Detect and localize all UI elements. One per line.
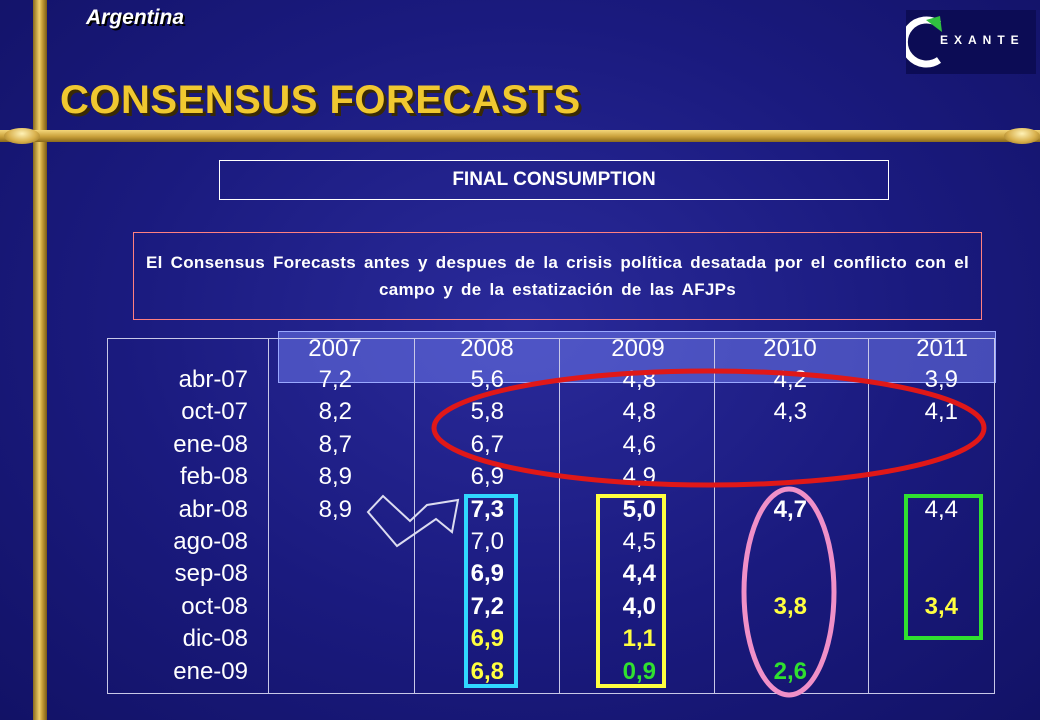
- table-cell: 4,3: [773, 398, 807, 426]
- row-label: feb-08: [179, 463, 248, 491]
- table-cell: 6,7: [470, 430, 504, 458]
- year-header: 2011: [916, 335, 968, 362]
- table-cell: 2,6: [773, 657, 807, 685]
- row-label: ene-09: [173, 657, 248, 685]
- table-cell: 5,0: [622, 495, 656, 523]
- table-cell: 6,9: [470, 463, 504, 491]
- table-cell: [292, 656, 352, 688]
- table-cell: 4,8: [622, 398, 656, 426]
- table-cell: 4,7: [773, 495, 807, 523]
- table-cell: 3,8: [773, 592, 807, 620]
- table-cell: [898, 429, 958, 461]
- year-header: 2010: [763, 335, 817, 362]
- table-cell: 4,9: [622, 463, 656, 491]
- table-cell: [898, 656, 958, 688]
- page-title: CONSENSUS FORECASTS: [60, 78, 581, 122]
- bar-cap-left: [4, 128, 40, 144]
- row-label: oct-08: [181, 592, 248, 620]
- table-cell: 3,4: [924, 592, 958, 620]
- table-cell: 5,6: [470, 366, 504, 393]
- table-cell: 8,7: [318, 430, 352, 458]
- table-cell: 4,1: [924, 398, 958, 426]
- table-column-divider: [414, 338, 415, 694]
- table-column-divider: [268, 338, 269, 694]
- gold-horizontal-bar: [0, 130, 1040, 142]
- year-header: 2008: [460, 335, 514, 362]
- row-label: ago-08: [173, 528, 248, 555]
- table-cell: [292, 591, 352, 623]
- table-cell: [747, 429, 807, 461]
- table-cell: 4,0: [622, 592, 656, 620]
- exante-logo: EXANTE: [906, 10, 1036, 74]
- table-cell: 3,9: [924, 366, 958, 393]
- table-column-divider: [714, 338, 715, 694]
- section-title: FINAL CONSUMPTION: [219, 160, 889, 200]
- row-label: oct-07: [181, 398, 248, 426]
- table-cell: [747, 526, 807, 558]
- table-column-divider: [559, 338, 560, 694]
- row-label: dic-08: [182, 625, 248, 653]
- table-cell: 4,2: [773, 366, 807, 393]
- logo-text: EXANTE: [940, 33, 1025, 47]
- row-label: ene-08: [173, 430, 248, 458]
- table-cell: 4,5: [622, 528, 656, 555]
- row-label: sep-08: [174, 560, 248, 588]
- table-cell: [747, 623, 807, 655]
- table-cell: 4,4: [924, 495, 958, 523]
- table-cell: 8,2: [318, 398, 352, 426]
- row-label: abr-07: [178, 366, 248, 393]
- bar-cap-right: [1004, 128, 1040, 144]
- table-cell: [898, 526, 958, 558]
- table-cell: 7,2: [470, 592, 504, 620]
- table-cell: [898, 461, 958, 493]
- row-label: abr-08: [178, 495, 248, 523]
- table-cell: 0,9: [622, 657, 656, 685]
- table-cell: 1,1: [622, 625, 656, 653]
- table-cell: 4,8: [622, 366, 656, 393]
- gold-vertical-bar: [33, 0, 47, 720]
- table-cell: 4,4: [622, 560, 656, 588]
- table-cell: 6,8: [470, 657, 504, 685]
- description-box: El Consensus Forecasts antes y despues d…: [133, 232, 982, 320]
- forecast-table: [107, 338, 995, 694]
- table-cell: 8,9: [318, 463, 352, 491]
- table-cell: 6,9: [470, 625, 504, 653]
- table-cell: [292, 558, 352, 590]
- table-cell: 7,0: [470, 528, 504, 555]
- table-cell: [898, 623, 958, 655]
- table-cell: 4,6: [622, 430, 656, 458]
- table-cell: 6,9: [470, 560, 504, 588]
- table-cell: [747, 461, 807, 493]
- table-cell: [292, 526, 352, 558]
- year-header: 2007: [308, 335, 362, 362]
- table-cell: 5,8: [470, 398, 504, 426]
- table-cell: 8,9: [318, 495, 352, 523]
- table-cell: 7,2: [318, 366, 352, 393]
- table-cell: 7,3: [470, 495, 504, 523]
- table-cell: [747, 558, 807, 590]
- table-column-divider: [868, 338, 869, 694]
- country-label: Argentina: [86, 6, 185, 29]
- table-cell: [292, 623, 352, 655]
- table-cell: [898, 558, 958, 590]
- year-header: 2009: [611, 335, 665, 362]
